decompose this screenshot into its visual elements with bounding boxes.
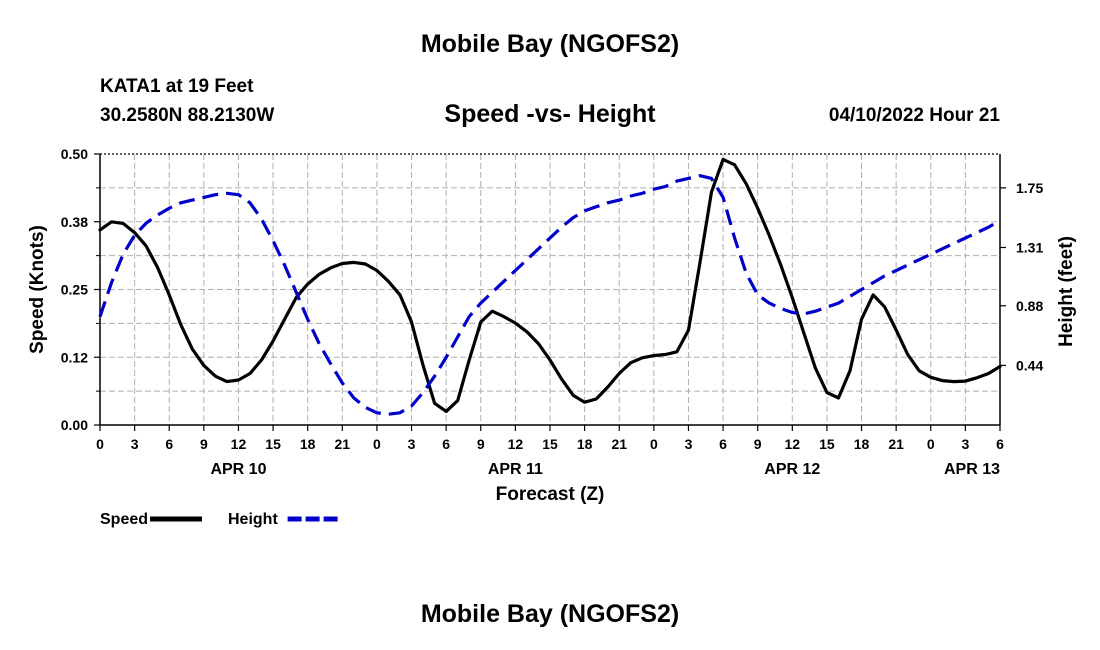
y2-tick-label: 1.75 xyxy=(1016,180,1043,196)
footer-title: Mobile Bay (NGOFS2) xyxy=(420,600,680,628)
speed-height-chart: 0 3 6 9 12 15 18 21 0 3 6 9 12 15 18 21 0 3 6 9 12 15 18 21 0 3 6 A… xyxy=(27,146,1077,528)
x-tick-label: 3 xyxy=(131,436,139,452)
legend-label-speed: Speed xyxy=(100,511,148,528)
y-axis-label: Speed (Knots) xyxy=(27,225,48,354)
x-tick-label: 21 xyxy=(611,436,627,452)
x-tick-label: 12 xyxy=(785,436,801,452)
x-tick-label: 9 xyxy=(754,436,762,452)
x-tick-label: 6 xyxy=(719,436,727,452)
x-tick-label: 18 xyxy=(300,436,316,452)
x-tick-label: 12 xyxy=(231,436,247,452)
x-tick-label: 6 xyxy=(996,436,1004,452)
x-tick-label: 0 xyxy=(373,436,381,452)
x-tick-label: 18 xyxy=(854,436,870,452)
legend: Speed Height xyxy=(100,511,340,528)
x-tick-label: 12 xyxy=(508,436,524,452)
x-tick-label: 3 xyxy=(961,436,969,452)
forecast-timestamp: 04/10/2022 Hour 21 xyxy=(828,105,1000,126)
x-tick-label: 3 xyxy=(408,436,416,452)
legend-label-height: Height xyxy=(228,511,278,528)
y2-tick-label: 0.88 xyxy=(1016,298,1043,314)
station-name: KATA1 at 19 Feet xyxy=(100,76,254,97)
x-tick-label: 9 xyxy=(477,436,485,452)
x-tick-label: 0 xyxy=(927,436,935,452)
x-tick-label: 15 xyxy=(819,436,835,452)
x-tick-label: 9 xyxy=(200,436,208,452)
x-tick-label: 15 xyxy=(542,436,558,452)
y2-axis-label: Height (feet) xyxy=(1056,236,1077,347)
x-axis-label: Forecast (Z) xyxy=(496,484,605,505)
x-tick-label: 0 xyxy=(650,436,658,452)
y2-tick-label: 0.44 xyxy=(1016,357,1043,373)
x-date-label: APR 11 xyxy=(488,461,543,478)
x-date-label: APR 13 xyxy=(944,461,1000,478)
series-line-speed xyxy=(98,157,1002,413)
y-tick-label: 0.25 xyxy=(61,282,88,298)
station-coordinates: 30.2580N 88.2130W xyxy=(100,105,275,126)
y-tick-label: 0.12 xyxy=(61,349,88,365)
y-tick-label: 0.38 xyxy=(61,214,88,230)
page-title: Mobile Bay (NGOFS2) xyxy=(420,30,680,58)
y-tick-label: 0.50 xyxy=(61,146,88,162)
series-line-height xyxy=(98,174,1001,416)
x-tick-label: 6 xyxy=(165,436,173,452)
chart-title: Speed -vs- Height xyxy=(444,100,656,128)
x-tick-label: 21 xyxy=(888,436,904,452)
grid xyxy=(100,154,1000,425)
y-tick-label: 0.00 xyxy=(61,417,88,433)
y2-tick-label: 1.31 xyxy=(1016,239,1043,255)
x-tick-label: 15 xyxy=(265,436,281,452)
x-tick-label: 18 xyxy=(577,436,593,452)
x-tick-label: 0 xyxy=(96,436,104,452)
x-date-label: APR 12 xyxy=(764,461,820,478)
x-tick-label: 21 xyxy=(335,436,351,452)
x-tick-label: 3 xyxy=(685,436,693,452)
x-date-label: APR 10 xyxy=(210,461,266,478)
x-tick-label: 6 xyxy=(442,436,450,452)
